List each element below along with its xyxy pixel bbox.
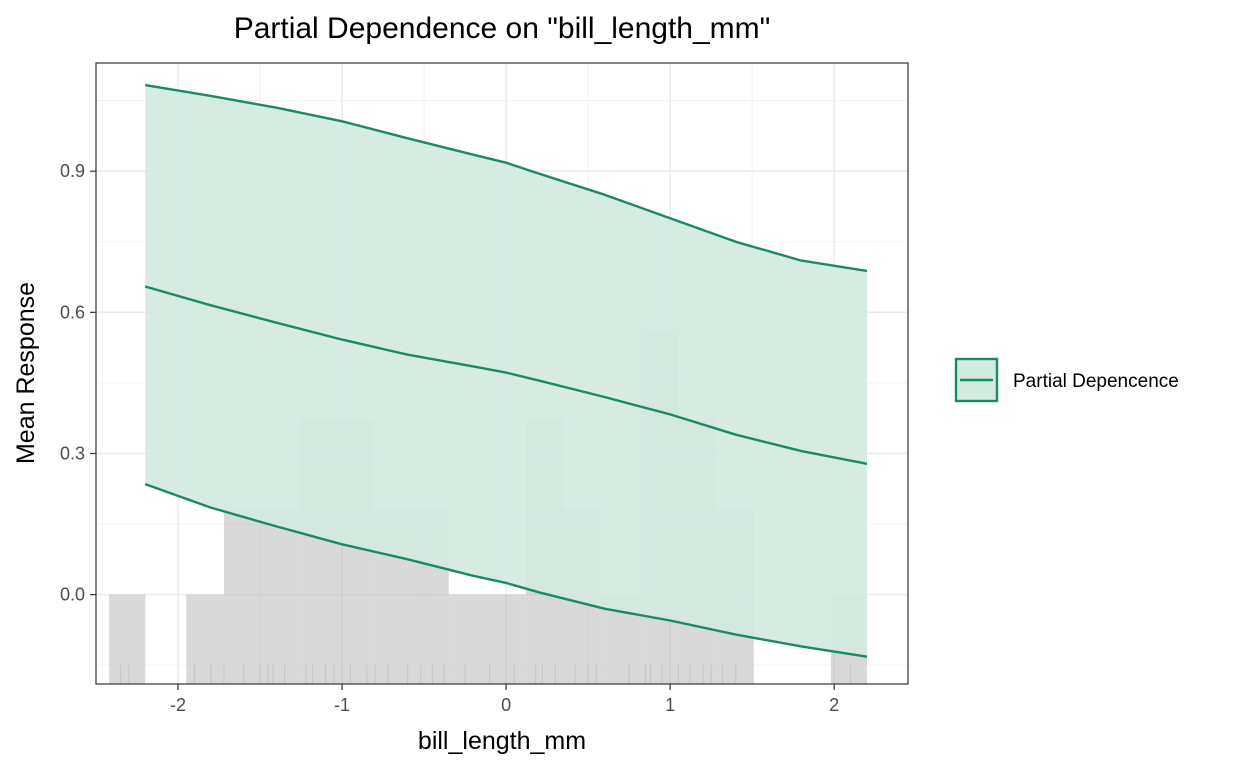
x-tick-label: 0	[501, 695, 511, 715]
y-tick-label: 0.6	[60, 302, 85, 322]
legend-label: Partial Depencence	[1013, 371, 1179, 392]
rug-marks	[120, 664, 852, 684]
x-tick-label: -1	[334, 695, 350, 715]
histogram-bar	[448, 594, 526, 684]
y-axis-ticks: 0.0 0.3 0.6 0.9	[60, 161, 96, 605]
panel-border	[95, 62, 909, 685]
upper-bound-line	[145, 83, 868, 273]
histogram-bar	[223, 508, 300, 684]
plot-panel	[95, 62, 909, 685]
y-tick-label: 0.9	[60, 161, 85, 181]
histogram-bar	[109, 594, 146, 684]
confidence-ribbon	[145, 85, 867, 657]
chart-title: Partial Dependence on "bill_length_mm"	[234, 12, 771, 45]
legend: Partial Depencence	[954, 357, 1179, 403]
x-tick-label: -2	[170, 695, 186, 715]
x-tick-label: 1	[665, 695, 675, 715]
confidence-band	[145, 85, 867, 657]
lower-bound-line	[144, 482, 868, 658]
y-axis-title: Mean Response	[12, 282, 40, 464]
y-tick-label: 0.0	[60, 585, 85, 605]
x-tick-label: 2	[829, 695, 839, 715]
x-axis-title: bill_length_mm	[418, 727, 586, 755]
partial-dependence-line	[144, 285, 868, 465]
y-tick-label: 0.3	[60, 443, 85, 463]
x-axis-ticks: -2 -1 0 1 2	[170, 684, 839, 715]
series-lines	[144, 83, 868, 658]
histogram-bar	[186, 594, 224, 684]
